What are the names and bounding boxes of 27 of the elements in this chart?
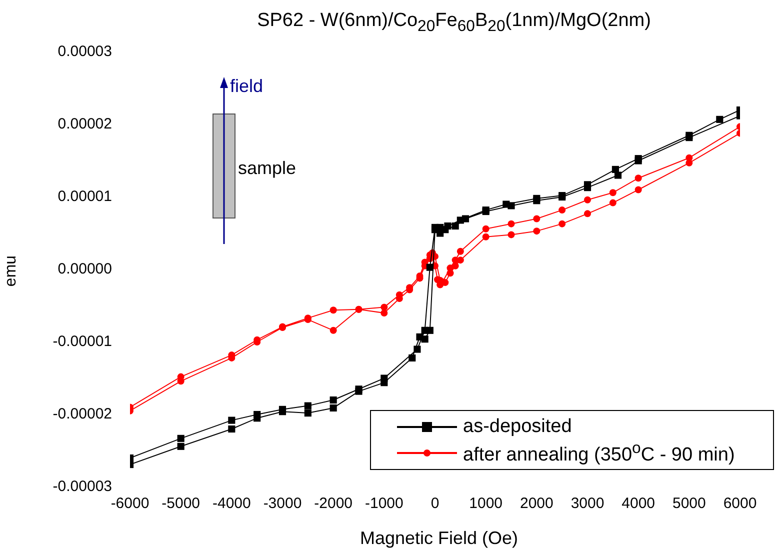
x-tick-label: 2000 xyxy=(520,495,554,512)
y-tick-label: -0.00003 xyxy=(52,478,112,496)
y-tick-label: 0.00003 xyxy=(58,43,112,60)
x-axis-title: Magnetic Field (Oe) xyxy=(358,528,520,549)
x-tick-label: -4000 xyxy=(212,495,251,512)
chart-title: SP62 - W(6nm)/Co$_{20}$Fe$_{60}$B$_{20}$(1nm)/MgO(2nm) xyxy=(256,10,652,36)
y-tick-label: 0.00002 xyxy=(58,116,112,133)
x-tick-label: 3000 xyxy=(570,495,604,512)
x-tick-label: -6000 xyxy=(110,495,150,512)
x-tick-label: -5000 xyxy=(162,495,200,512)
x-tick-label: -3000 xyxy=(263,495,302,512)
x-tick-label: 4000 xyxy=(622,495,656,512)
annotation: sample xyxy=(238,158,296,179)
y-tick-label: 0.00001 xyxy=(58,188,112,206)
y-tick-label: 0.00000 xyxy=(58,260,112,278)
y-axis-title: emu xyxy=(2,255,21,287)
x-tick-label: -2000 xyxy=(314,495,353,512)
x-tick-label: 0 xyxy=(430,495,440,512)
legend-label: as-deposited xyxy=(463,416,572,438)
legend-label: after annealing (350$^{o}$C - 90 min) xyxy=(463,440,735,466)
y-tick-label: -0.00002 xyxy=(52,406,112,423)
x-tick-label: 1000 xyxy=(469,495,503,512)
x-tick-label: 6000 xyxy=(723,495,757,512)
y-tick-label: -0.00001 xyxy=(52,333,112,350)
x-tick-label: -1000 xyxy=(364,495,404,512)
x-tick-label: 5000 xyxy=(672,495,706,512)
annotation: field xyxy=(230,76,264,97)
